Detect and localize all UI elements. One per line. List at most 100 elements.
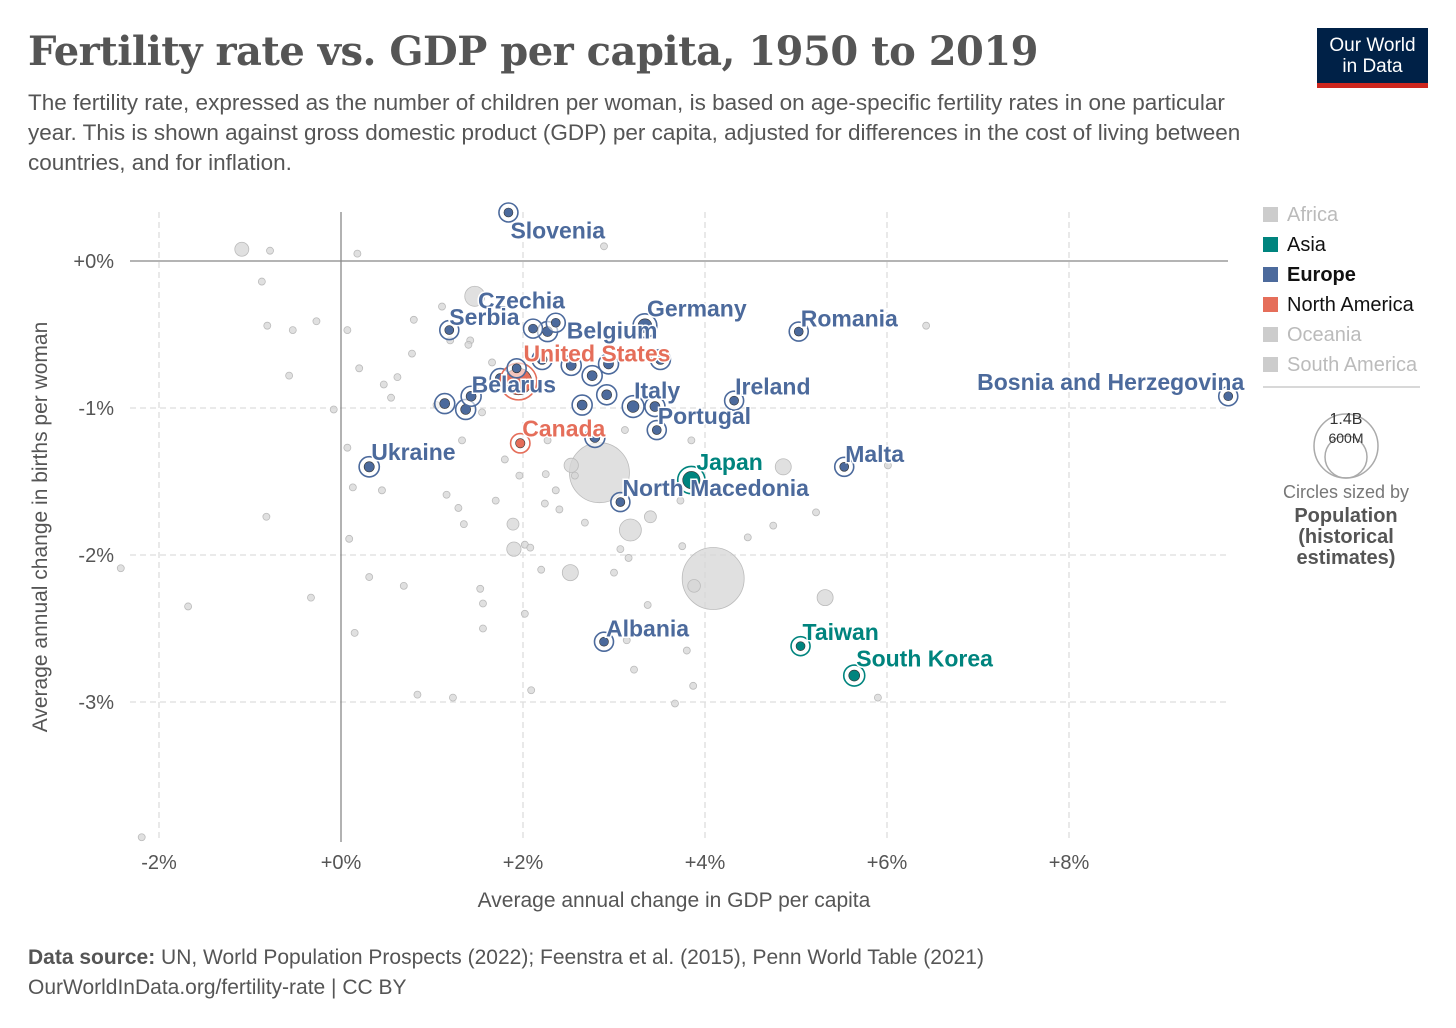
data-point-other [600, 242, 608, 251]
legend-item-south-america[interactable]: South America [1263, 354, 1418, 376]
point-label-japan: Japan [696, 449, 762, 475]
x-tick-label: +6% [867, 852, 908, 874]
point-label-canada: Canada [522, 415, 605, 441]
data-point-czechia [528, 323, 538, 334]
data-point-other [816, 589, 834, 607]
data-point-europe [586, 370, 598, 381]
data-point-other [345, 534, 354, 543]
legend-item-oceania[interactable]: Oceania [1263, 324, 1362, 346]
data-point-other [266, 246, 274, 255]
point-label-malta: Malta [845, 441, 904, 467]
data-point-other [350, 629, 359, 637]
point-label-czechia: Czechia [478, 288, 565, 314]
data-point-slovenia [503, 207, 514, 218]
x-tick-label: -2% [141, 852, 177, 874]
data-point-other [479, 624, 487, 633]
x-tick-label: +2% [503, 852, 544, 874]
data-point-other [610, 568, 618, 577]
owid-logo[interactable]: Our World in Data [1317, 28, 1428, 88]
legend-item-north-america[interactable]: North America [1263, 294, 1415, 316]
data-point-other [449, 693, 457, 702]
point-label-north-macedonia: North Macedonia [622, 475, 809, 501]
legend-label: Africa [1287, 204, 1339, 226]
legend-item-africa[interactable]: Africa [1263, 204, 1339, 226]
point-label-germany: Germany [647, 296, 747, 322]
point-label-italy: Italy [634, 378, 680, 404]
data-point-albania [599, 636, 609, 647]
data-point-other [285, 371, 294, 380]
data-point-other [348, 483, 357, 492]
data-point-other [365, 573, 374, 581]
data-point-other [307, 593, 315, 602]
data-point-other [464, 285, 486, 307]
legend-swatch [1263, 357, 1278, 372]
point-label-romania: Romania [801, 306, 898, 332]
y-axis-label: Average annual change in births per woma… [29, 322, 52, 733]
data-point-other [541, 470, 550, 479]
chart-title: Fertility rate vs. GDP per capita, 1950 … [28, 28, 1039, 75]
data-point-other [408, 349, 416, 358]
y-tick-label: +0% [73, 251, 114, 273]
data-point-other [353, 249, 362, 258]
data-point-south-korea [848, 669, 861, 682]
data-point-north-macedonia [615, 497, 626, 507]
data-point-other [743, 533, 752, 542]
data-point-other [476, 584, 485, 593]
point-label-ukraine: Ukraine [371, 439, 455, 465]
source-text: UN, World Population Prospects (2022); F… [155, 946, 984, 969]
data-point-europe [536, 354, 548, 365]
data-point-other [478, 408, 486, 417]
point-label-albania: Albania [606, 616, 689, 642]
data-point-other [506, 541, 522, 557]
data-point-other [288, 326, 297, 334]
size-legend: 1.4B 600M Circles sized by Population (h… [1283, 411, 1409, 569]
data-point-other [682, 646, 691, 655]
data-point-other [681, 547, 745, 610]
point-label-south-korea: South Korea [856, 646, 993, 672]
data-point-japan [682, 471, 701, 489]
data-point-europe [589, 432, 601, 443]
legend-item-asia[interactable]: Asia [1263, 234, 1327, 256]
legend-item-europe[interactable]: Europe [1263, 264, 1356, 286]
legend-label: Oceania [1287, 324, 1362, 346]
legend-label: Asia [1287, 234, 1327, 256]
legend-swatch [1263, 297, 1278, 312]
logo-line-2: in Data [1342, 56, 1403, 77]
point-label-united-states: United States [523, 341, 670, 367]
data-point-europe [601, 389, 613, 401]
source-link[interactable]: OurWorldInData.org/fertility-rate | CC B… [28, 976, 407, 999]
y-tick-label: -1% [78, 398, 114, 420]
legend-label: North America [1287, 294, 1415, 316]
data-point-other [116, 564, 125, 573]
data-point-other [458, 436, 466, 445]
data-point-romania [793, 326, 804, 337]
data-point-other [616, 545, 625, 554]
data-point-other [442, 490, 451, 499]
data-point-ireland [729, 395, 739, 406]
legend-swatch [1263, 327, 1278, 342]
data-point-other [570, 471, 579, 480]
data-point-europe [649, 401, 661, 412]
data-point-bosnia-and-herzegovina [1223, 391, 1234, 402]
data-point-europe [439, 398, 451, 409]
data-point-europe [655, 354, 666, 365]
data-point-other [689, 681, 698, 690]
data-point-other [378, 486, 386, 495]
data-point-other [464, 340, 473, 349]
data-point-other [644, 510, 657, 524]
data-point-other [234, 241, 250, 257]
data-point-taiwan [795, 641, 806, 651]
data-point-other [488, 358, 496, 367]
data-point-other [409, 315, 418, 324]
point-label-ireland: Ireland [735, 374, 810, 400]
point-label-taiwan: Taiwan [803, 619, 879, 645]
data-point-other [506, 517, 520, 531]
data-point-belgium [550, 317, 561, 328]
logo-line-1: Our World [1329, 35, 1416, 56]
data-point-other [526, 543, 535, 552]
data-point-other [399, 581, 408, 590]
data-point-other [355, 364, 364, 373]
data-point-other [343, 443, 352, 452]
legend-label: Europe [1287, 264, 1356, 286]
data-point-other [676, 496, 685, 505]
